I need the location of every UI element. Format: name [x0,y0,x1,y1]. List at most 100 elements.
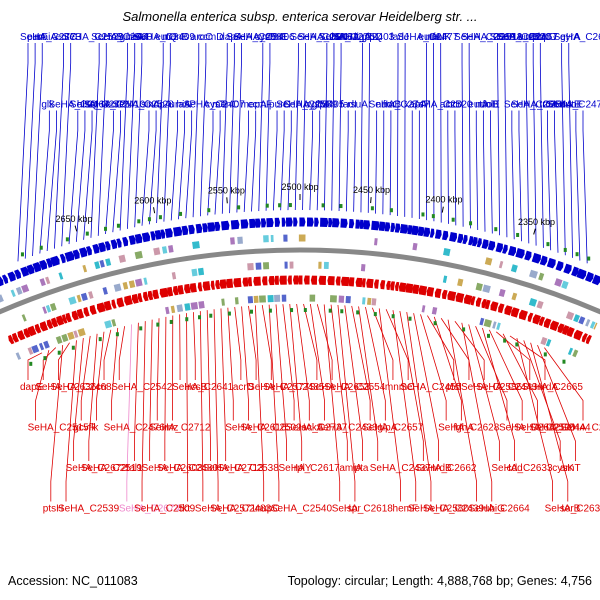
gene-label[interactable]: SeHA_C2485 [263,382,325,393]
gene-label[interactable]: SeHA_C2682 [499,423,561,434]
gene-label[interactable]: SeHA_C2407 [184,100,246,111]
gene-label[interactable]: rsuA [347,100,368,111]
gene-label[interactable]: SeHA_C2554 [324,382,386,393]
gene-label[interactable]: tkt [180,504,191,515]
gene-label[interactable]: nrdB [431,463,452,474]
gene-label[interactable]: xapA [404,100,427,111]
gene-label[interactable]: serB [560,504,581,515]
gene-label[interactable]: mnmC [385,382,414,393]
gene-label[interactable]: SeHA_C2586 [461,382,523,393]
gene-label[interactable]: SeHA_C2737 [286,423,348,434]
gene-label[interactable]: dapE [20,382,44,393]
gene-label[interactable]: SeHA_C2410 [84,100,146,111]
gene-label[interactable]: SeHA_C2577 [248,382,310,393]
gene-label[interactable]: SeHA_C2462 [298,32,360,43]
gene-label[interactable]: SeHA_C2589 [276,100,338,111]
gene-label[interactable]: ptsI [446,382,462,393]
gene-label[interactable]: fruB [383,100,402,111]
gene-label[interactable]: SeHA_C2653 [309,382,371,393]
gene-label[interactable]: SeHA_C2581 [226,32,288,43]
gene-label[interactable]: mepA [241,100,267,111]
gene-label[interactable]: SeHA_C2618 [332,504,394,515]
gene-label[interactable]: SeHA_C2443 [476,382,538,393]
gene-label[interactable]: SeHA_C2477 [397,32,459,43]
gene-label[interactable]: SeHA_C2662 [415,463,477,474]
gene-label[interactable]: purC [269,100,291,111]
gene-label[interactable]: SeHA_C2480 [157,463,219,474]
gene-label[interactable]: dapA [219,32,243,43]
gene-label[interactable]: ulaA [326,32,346,43]
gene-label[interactable]: SeHA_C2747 [369,100,431,111]
gene-label[interactable]: SeHA_C2539 [58,504,120,515]
gene-label[interactable]: aroC [191,32,213,43]
gene-label[interactable]: SeHA_C2668 [454,32,516,43]
gene-label[interactable]: SeHA_C2513 [461,32,523,43]
gene-label[interactable]: fadJ [390,32,409,43]
gene-label[interactable]: truA [539,100,558,111]
gene-label[interactable]: nuoC [376,100,400,111]
gene-label[interactable]: SeHA_C2636 [35,382,97,393]
gene-label[interactable]: glk [41,100,55,111]
gene-label[interactable]: SeHA_C2409 [134,32,196,43]
gene-label[interactable]: SeHA_C2712 [149,423,211,434]
gene-label[interactable]: fghA [453,423,474,434]
gene-label[interactable]: glpA [377,423,397,434]
gene-label[interactable]: cysT [205,100,226,111]
gene-label[interactable]: SeHA_C2620 [490,32,552,43]
gene-label[interactable]: SeHA_C2457 [497,32,559,43]
gene-label[interactable]: sixA [141,100,160,111]
gene-label[interactable]: SeHA_C2538 [218,463,280,474]
gene-label[interactable]: hisQ [77,100,98,111]
gene-label[interactable]: SeHA_C2671 [560,423,600,434]
gene-label[interactable]: eutE [560,100,581,111]
gene-label[interactable]: eutQ [155,32,177,43]
gene-label[interactable]: tal1 [126,463,143,474]
gene-label[interactable]: cysK [552,463,574,474]
gene-label[interactable]: ubiG [484,504,505,515]
gene-label[interactable]: fruK [433,32,452,43]
gene-label[interactable]: ackA [301,423,324,434]
gene-label[interactable]: purF [27,32,48,43]
gene-label[interactable]: SeHA_C2476 [104,423,166,434]
gene-label[interactable]: ccmF [248,100,272,111]
gene-label[interactable]: SeHA_C2406 [233,32,295,43]
gene-label[interactable]: SeHA_C2657 [362,423,424,434]
gene-label[interactable]: eutP [105,100,126,111]
gene-label[interactable]: pbpG [532,32,557,43]
gene-label[interactable]: SeHA_C2603 [142,463,204,474]
gene-label[interactable]: SeHA_C2529 [63,32,125,43]
gene-label[interactable]: SeHA_C2666 [504,100,566,111]
gene-label[interactable]: accD [440,100,463,111]
gene-label[interactable]: eutB [518,32,539,43]
gene-label[interactable]: SeHA_C2665 [522,382,584,393]
gene-label[interactable]: SeHA_C2664 [469,504,531,515]
gene-label[interactable]: flk [88,423,99,434]
gene-label[interactable]: SeHA_C2674 [119,504,181,515]
gene-label[interactable]: SeHA_C2771 [70,100,132,111]
gene-label[interactable]: SeHA_C2405 [283,100,345,111]
gene-label[interactable]: SeHA_C2437 [370,463,432,474]
gene-label[interactable]: fadI [340,100,357,111]
gene-label[interactable]: gcvR [73,423,96,434]
gene-label[interactable]: menC [212,100,239,111]
gene-label[interactable]: nuoB [475,100,499,111]
gene-label[interactable]: nuoN [525,32,549,43]
gene-label[interactable]: gyrA [560,32,581,43]
gene-label[interactable]: ligA [354,32,371,43]
gene-label[interactable]: eutH [418,32,439,43]
gene-label[interactable]: bcr [447,100,462,111]
gene-label[interactable]: SeHA_C2544 [511,100,573,111]
gene-label[interactable]: SeHA_C2628 [438,423,500,434]
gene-label[interactable]: folE [483,100,501,111]
gene-label[interactable]: ndpA [148,100,172,111]
gene-label[interactable]: SeHA_C2617 [278,463,340,474]
gene-label[interactable]: SeHA_C2540 [271,504,333,515]
gene-label[interactable]: cdd [507,463,523,474]
gene-label[interactable]: hisP [177,100,197,111]
gene-label[interactable]: SeHA_C2663 [554,32,600,43]
gene-label[interactable]: nuoE [560,100,584,111]
gene-label[interactable]: maiA [34,32,57,43]
gene-label[interactable]: hemF [393,504,419,515]
gene-label[interactable]: SeHA_C2502 [240,423,302,434]
gene-label[interactable]: SeHA_C2433 [317,423,379,434]
